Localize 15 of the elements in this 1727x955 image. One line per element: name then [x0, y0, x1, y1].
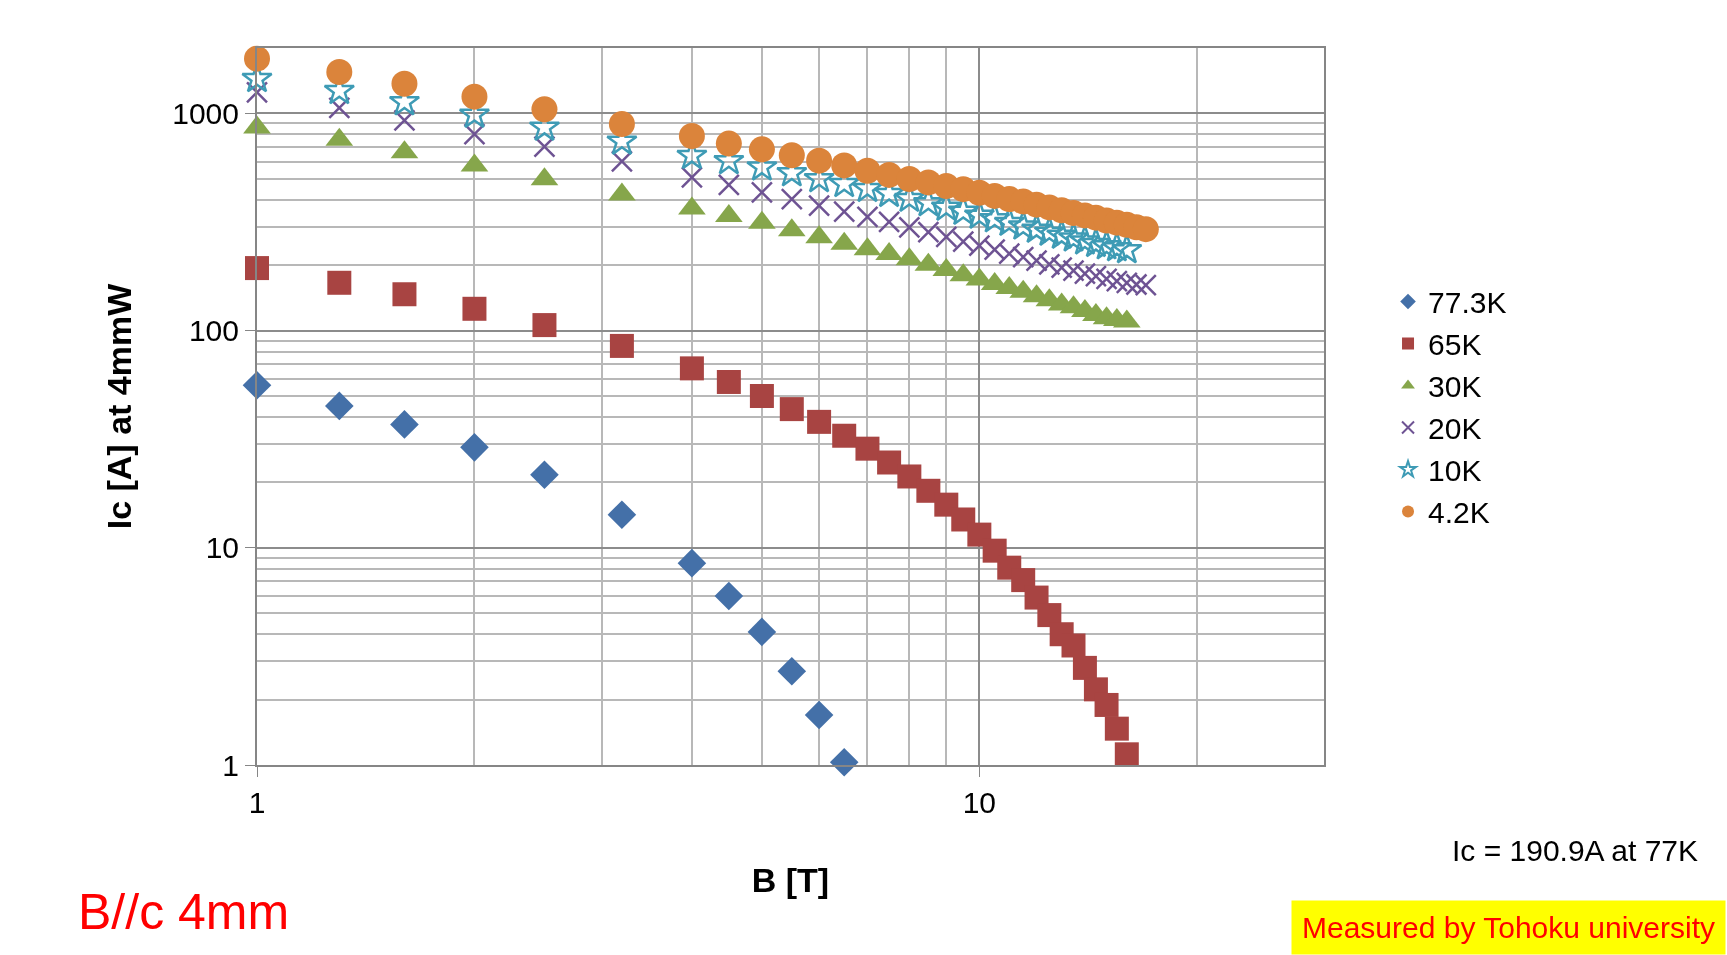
legend-label: 30K — [1428, 370, 1482, 404]
legend-label: 4.2K — [1428, 496, 1490, 530]
y-tick-label: 100 — [188, 314, 239, 348]
y-tick-label: 1 — [222, 748, 239, 782]
y-tick-label: 1000 — [172, 96, 239, 130]
text: Ic = 190.9A at 77K — [1452, 834, 1699, 867]
text: B//c 4mm — [78, 884, 290, 940]
y-axis-title: Ic [A] at 4mmW — [100, 282, 139, 530]
legend-label: 77.3K — [1428, 286, 1507, 320]
y-tick-label: 10 — [205, 531, 239, 565]
x-axis-title: B [T] — [751, 860, 830, 899]
legend-label: 10K — [1428, 454, 1482, 488]
legend-label: 65K — [1428, 328, 1482, 362]
legend-label: 20K — [1428, 412, 1482, 446]
text: Measured by Tohoku university — [1302, 911, 1715, 944]
